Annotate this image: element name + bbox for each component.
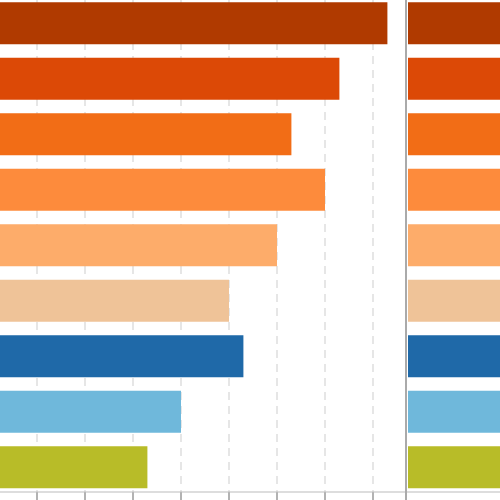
- bar: [408, 279, 500, 322]
- bar: [408, 113, 500, 156]
- bar: [0, 446, 148, 489]
- bar: [0, 113, 292, 156]
- bar: [0, 335, 244, 378]
- bar: [0, 168, 325, 211]
- bar: [408, 224, 500, 267]
- bar: [0, 279, 229, 322]
- bar: [408, 168, 500, 211]
- bar: [0, 224, 277, 267]
- bar: [0, 2, 388, 45]
- bar: [408, 335, 500, 378]
- bar: [408, 446, 500, 489]
- bar: [0, 390, 181, 433]
- bar: [408, 57, 500, 100]
- bar: [0, 57, 340, 100]
- bar: [408, 2, 500, 45]
- bar: [408, 390, 500, 433]
